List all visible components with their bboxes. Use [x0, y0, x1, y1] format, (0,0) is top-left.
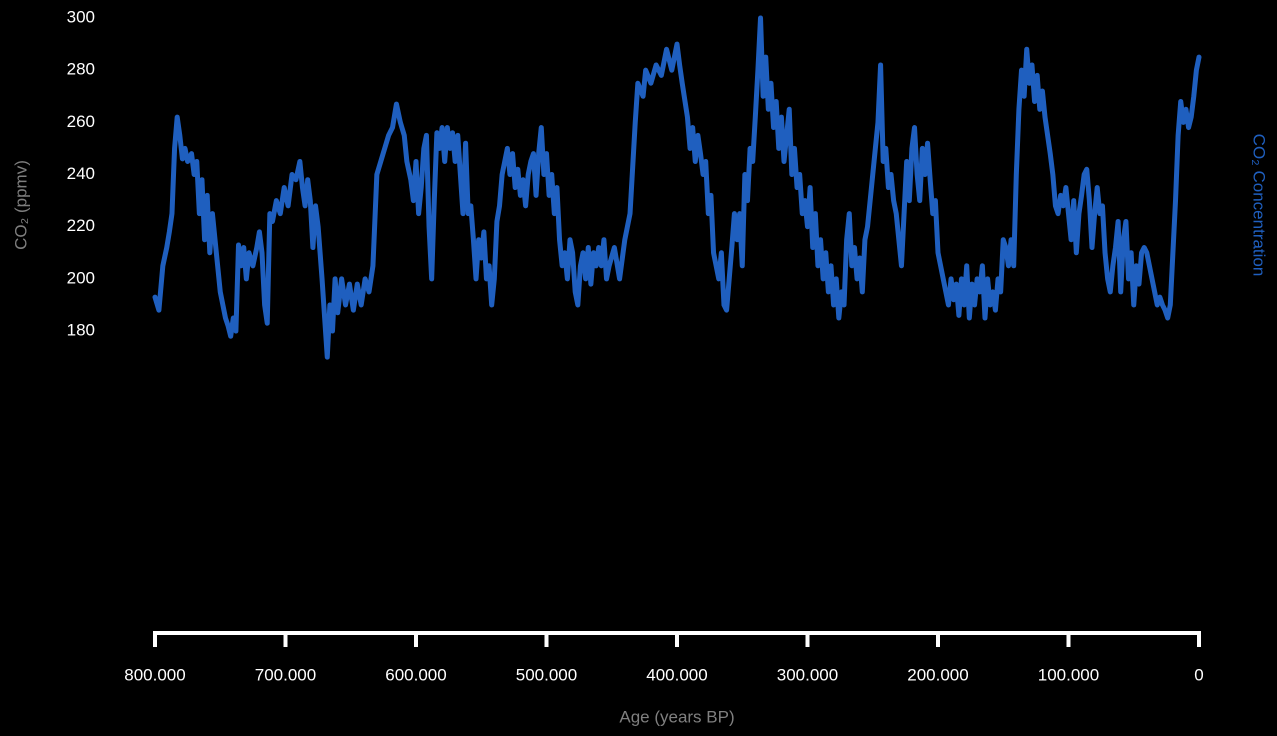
x-tick-label: 400.000 — [646, 665, 707, 684]
y-tick-label: 240 — [67, 164, 95, 183]
y-tick-label: 220 — [67, 216, 95, 235]
y-tick-label: 260 — [67, 112, 95, 131]
x-tick-label: 200.000 — [907, 665, 968, 684]
y-tick-label: 200 — [67, 268, 95, 287]
x-tick-label: 500.000 — [516, 665, 577, 684]
series-line — [152, 15, 1202, 360]
y-tick-label: 180 — [67, 321, 95, 340]
x-tick-label: 300.000 — [777, 665, 838, 684]
y-tick-label: 300 — [67, 7, 95, 26]
x-tick-label: 0 — [1194, 665, 1203, 684]
x-tick-label: 800.000 — [124, 665, 185, 684]
y-tick-label: 280 — [67, 60, 95, 79]
x-tick-label: 100.000 — [1038, 665, 1099, 684]
x-tick-label: 600.000 — [385, 665, 446, 684]
y-axis-title: CO₂ (ppmv) — [11, 160, 30, 250]
series-label: CO₂ Concentration — [1250, 134, 1269, 277]
x-tick-label: 700.000 — [255, 665, 316, 684]
x-axis-title: Age (years BP) — [619, 707, 734, 726]
